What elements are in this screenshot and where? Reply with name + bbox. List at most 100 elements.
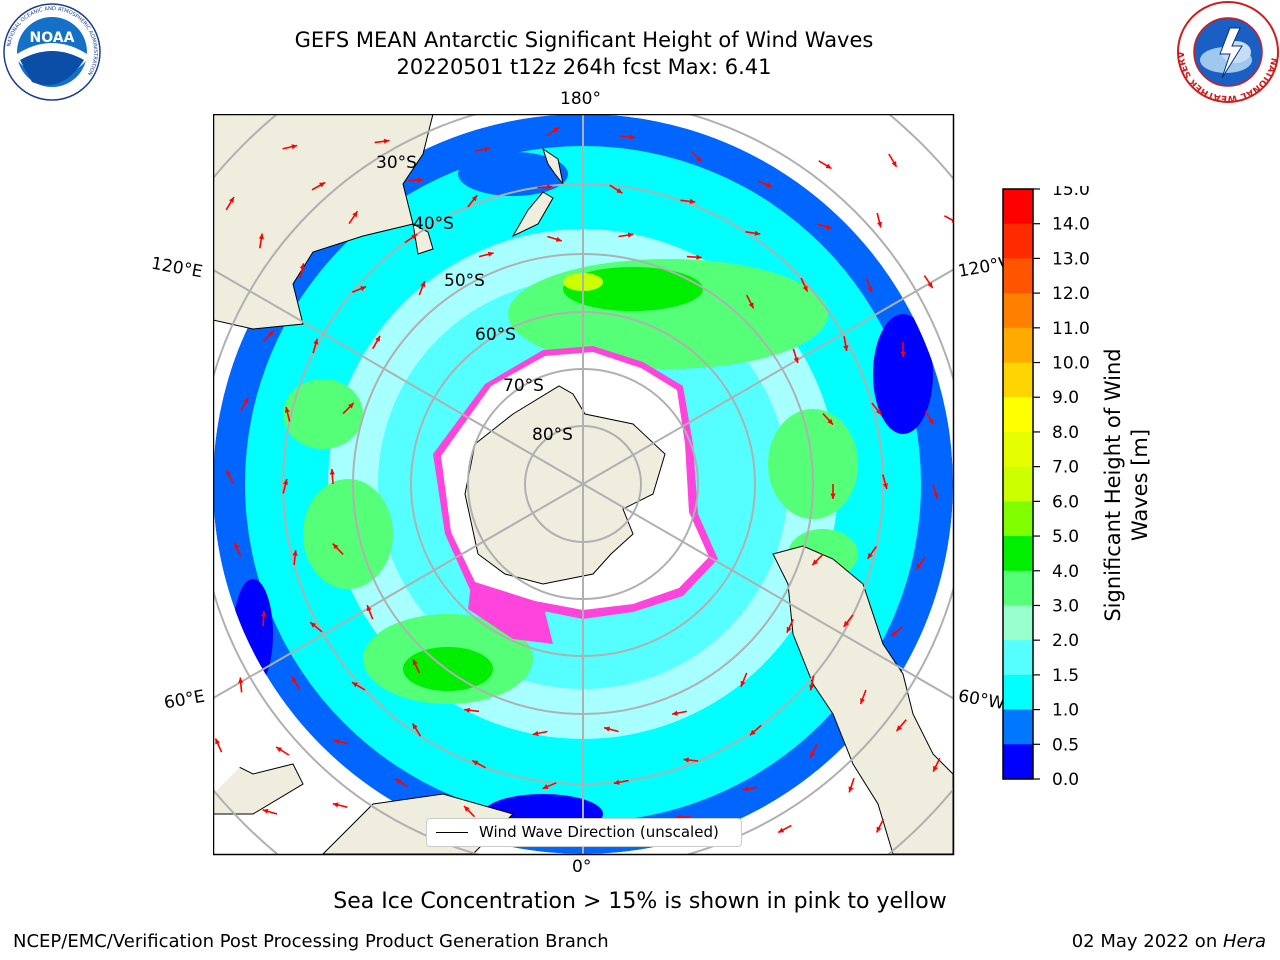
colorbar-blocks bbox=[1003, 189, 1033, 780]
wind-wave-arrow-head bbox=[793, 357, 799, 364]
wind-wave-arrows bbox=[214, 126, 953, 841]
wind-wave-arrow-head bbox=[471, 195, 478, 202]
map-corner-blank bbox=[213, 514, 243, 794]
wind-wave-arrow-head bbox=[411, 234, 418, 240]
wind-wave-arrow-head bbox=[826, 224, 832, 230]
wind-wave-arrow-head bbox=[900, 351, 906, 357]
colorbar-label-line2: Waves [m] bbox=[1128, 428, 1152, 542]
wind-wave-arrow-head bbox=[555, 236, 562, 242]
wind-wave-arrow-head bbox=[809, 684, 815, 691]
colorbar-block bbox=[1003, 293, 1033, 329]
wind-wave-arrow-head bbox=[395, 778, 402, 784]
wind-wave-arrow-head bbox=[333, 739, 340, 745]
colorbar-ticks: 15.0 14.0 13.0 12.0 11.0 10.0 9.0 8.0 7.0 6.0 5.0 4… bbox=[1033, 186, 1090, 786]
wind-wave-arrow-head bbox=[319, 182, 326, 188]
wind-wave-arrow-head bbox=[332, 802, 339, 808]
wind-wave-arrow-head bbox=[843, 620, 849, 627]
footer-machine: Hera bbox=[1222, 931, 1266, 952]
wind-wave-arrow-head bbox=[229, 197, 234, 203]
wind-wave-arrow-head bbox=[848, 786, 854, 793]
wind-wave-arrow-head bbox=[830, 493, 836, 499]
wind-wave-arrow bbox=[944, 215, 953, 222]
wind-wave-arrow-head bbox=[360, 286, 367, 292]
wind-wave-arrow-head bbox=[927, 282, 933, 289]
lat-label-30s: 30°S bbox=[376, 153, 417, 173]
colorbar-tick-label: 10.0 bbox=[1052, 354, 1090, 374]
wind-wave-arrow-head bbox=[740, 680, 746, 687]
colorbar-block bbox=[1003, 327, 1033, 364]
wind-wave-arrow-head bbox=[329, 469, 335, 475]
wind-wave-arrow-head bbox=[420, 281, 426, 288]
wind-wave-arrow-head bbox=[749, 729, 756, 736]
wind-wave-arrow-head bbox=[843, 345, 849, 351]
wind-wave-arrow-head bbox=[766, 182, 773, 188]
lon-label-180: 180° bbox=[560, 89, 601, 109]
colorbar-block bbox=[1003, 362, 1033, 398]
legend-label: Wind Wave Direction (unscaled) bbox=[479, 823, 719, 841]
colorbar-tick-label: 0.5 bbox=[1052, 735, 1079, 755]
chart-title: GEFS MEAN Antarctic Significant Height o… bbox=[294, 28, 874, 52]
wind-wave-arrow-head bbox=[916, 563, 922, 570]
wind-wave-arrow-head bbox=[417, 177, 424, 183]
wind-wave-arrow-head bbox=[825, 163, 832, 169]
wind-wave-arrow-head bbox=[867, 286, 873, 293]
lon-label-120w: 120°W bbox=[956, 254, 1005, 282]
wind-wave-arrow-head bbox=[313, 338, 319, 345]
colorbar-tick-label: 11.0 bbox=[1052, 319, 1090, 339]
wind-wave-arrow-head bbox=[827, 418, 833, 425]
lat-label-50s: 50°S bbox=[444, 271, 485, 291]
colorbar-tick-label: 5.0 bbox=[1052, 527, 1079, 547]
footer-date: 02 May 2022 on Hera bbox=[1072, 931, 1266, 952]
wind-wave-arrow-head bbox=[352, 211, 358, 218]
colorbar-block bbox=[1003, 709, 1033, 745]
wind-wave-arrow-head bbox=[629, 134, 635, 140]
wind-wave-arrow-head bbox=[616, 188, 623, 194]
wind-wave-arrow-head bbox=[876, 826, 882, 833]
wind-wave-arrow-head bbox=[802, 285, 808, 292]
colorbar-block bbox=[1003, 674, 1033, 711]
australia bbox=[213, 114, 434, 330]
colorbar-tick-label: 3.0 bbox=[1052, 596, 1079, 616]
colorbar-tick-label: 15.0 bbox=[1052, 186, 1090, 200]
wind-wave-arrow-head bbox=[243, 397, 249, 404]
wind-wave-arrow-head bbox=[283, 479, 288, 485]
wind-wave-arrow-head bbox=[487, 251, 494, 257]
colorbar-tick-label: 14.0 bbox=[1052, 215, 1090, 235]
wind-wave-arrow-head bbox=[896, 725, 902, 732]
colorbar: 15.0 14.0 13.0 12.0 11.0 10.0 9.0 8.0 7.0 6.0 5.0 4… bbox=[1002, 186, 1090, 786]
lat-label-40s: 40°S bbox=[413, 214, 454, 234]
wind-wave-arrow-head bbox=[542, 784, 549, 789]
wind-wave-arrow-head bbox=[812, 559, 818, 566]
wind-wave-arrow-head bbox=[261, 611, 267, 617]
noaa-logo-text: NOAA bbox=[30, 30, 75, 46]
colorbar-block bbox=[1003, 223, 1033, 259]
colorbar-tick-label: 13.0 bbox=[1052, 249, 1090, 269]
wind-wave-arrow-head bbox=[860, 698, 865, 705]
lat-label-60s: 60°S bbox=[475, 325, 516, 345]
sea-ice-caption: Sea Ice Concentration > 15% is shown in … bbox=[333, 889, 947, 914]
wind-wave-arrow-head bbox=[754, 230, 761, 236]
wind-wave-arrow-head bbox=[383, 138, 390, 144]
wind-wave-arrow-head bbox=[604, 726, 610, 732]
wind-wave-arrow-head bbox=[464, 707, 470, 713]
lon-label-60w: 60°W bbox=[956, 686, 1005, 714]
wind-wave-arrow-head bbox=[867, 552, 873, 559]
wind-wave-arrow-head bbox=[532, 730, 539, 736]
wind-wave-arrow-head bbox=[696, 156, 702, 163]
wind-wave-arrow-head bbox=[366, 605, 372, 612]
wind-wave-arrow-head bbox=[234, 542, 240, 549]
wind-wave-arrow-head bbox=[284, 406, 290, 413]
colorbar-block bbox=[1003, 605, 1033, 641]
wind-wave-arrow-head bbox=[875, 408, 882, 415]
wind-wave-arrow-head bbox=[276, 747, 283, 753]
noaa-logo: NOAA NATIONAL OCEANIC AND ATMOSPHERIC AD… bbox=[2, 2, 102, 106]
wind-wave-arrow-head bbox=[696, 254, 702, 260]
wind-wave-arrow-head bbox=[683, 757, 689, 763]
wind-wave-arrow-head bbox=[933, 492, 939, 499]
wind-wave-arrow-head bbox=[748, 302, 754, 309]
colorbar-tick-label: 1.5 bbox=[1052, 666, 1079, 686]
wind-wave-arrow-head bbox=[262, 808, 269, 814]
sea-ice-weddell bbox=[468, 584, 553, 644]
lon-label-120e: 120°E bbox=[149, 253, 205, 283]
colorbar-block bbox=[1003, 570, 1033, 606]
